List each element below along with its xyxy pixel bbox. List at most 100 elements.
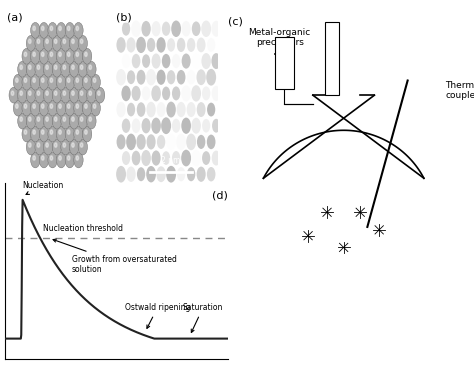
Circle shape [55, 65, 57, 70]
Circle shape [201, 53, 211, 69]
Circle shape [122, 119, 130, 133]
Circle shape [117, 102, 126, 117]
Circle shape [59, 26, 61, 31]
Circle shape [93, 78, 96, 82]
Circle shape [151, 117, 161, 134]
Circle shape [211, 53, 221, 69]
Circle shape [80, 143, 83, 147]
Circle shape [31, 74, 40, 90]
Circle shape [116, 166, 126, 183]
Circle shape [11, 91, 14, 96]
Circle shape [63, 143, 66, 147]
Circle shape [16, 78, 18, 82]
Circle shape [65, 74, 74, 90]
Text: Nucleation threshold: Nucleation threshold [43, 224, 123, 233]
Circle shape [156, 166, 166, 182]
Circle shape [212, 150, 220, 165]
Circle shape [176, 102, 186, 117]
Circle shape [78, 87, 88, 103]
Circle shape [80, 91, 83, 96]
Circle shape [156, 102, 165, 117]
Circle shape [72, 143, 74, 147]
Circle shape [55, 117, 57, 121]
Y-axis label: Concentration of monomers: Concentration of monomers [0, 212, 2, 330]
Circle shape [126, 134, 136, 150]
Circle shape [89, 91, 91, 96]
Circle shape [48, 100, 57, 116]
Circle shape [22, 74, 31, 90]
Circle shape [85, 130, 87, 134]
Circle shape [35, 61, 44, 77]
Circle shape [91, 74, 100, 90]
Circle shape [191, 150, 201, 166]
Circle shape [67, 52, 70, 56]
Circle shape [44, 139, 53, 155]
Circle shape [70, 61, 79, 77]
Circle shape [33, 156, 36, 160]
Circle shape [87, 113, 96, 129]
Circle shape [41, 78, 44, 82]
Circle shape [46, 91, 48, 96]
Circle shape [41, 26, 44, 31]
Circle shape [147, 38, 155, 52]
Circle shape [157, 135, 165, 149]
Circle shape [31, 100, 40, 116]
Circle shape [26, 87, 36, 103]
Circle shape [48, 48, 57, 64]
Circle shape [41, 52, 44, 56]
Circle shape [50, 26, 53, 31]
Circle shape [196, 69, 206, 85]
Circle shape [98, 91, 100, 96]
Text: Thermo-
couple: Thermo- couple [446, 81, 474, 100]
Circle shape [177, 38, 185, 52]
Circle shape [132, 151, 140, 165]
Circle shape [76, 130, 79, 134]
Circle shape [152, 53, 161, 69]
Circle shape [131, 20, 141, 37]
Circle shape [22, 48, 31, 64]
Circle shape [76, 104, 79, 108]
Circle shape [56, 48, 66, 64]
Circle shape [39, 48, 49, 64]
Circle shape [191, 85, 201, 102]
Circle shape [67, 26, 70, 31]
Circle shape [56, 22, 66, 38]
Circle shape [87, 87, 96, 103]
Circle shape [63, 117, 66, 121]
Circle shape [59, 130, 61, 134]
Circle shape [177, 167, 185, 181]
Circle shape [44, 87, 53, 103]
Circle shape [50, 104, 53, 108]
Text: Growth from oversaturated
solution: Growth from oversaturated solution [53, 239, 176, 274]
Circle shape [191, 118, 201, 134]
Circle shape [89, 65, 91, 70]
Circle shape [50, 130, 53, 134]
Circle shape [52, 87, 62, 103]
Circle shape [63, 65, 66, 70]
Circle shape [82, 126, 92, 142]
Circle shape [137, 134, 146, 150]
Circle shape [74, 48, 83, 64]
Circle shape [72, 65, 74, 70]
Circle shape [207, 102, 215, 116]
Circle shape [85, 104, 87, 108]
Circle shape [44, 113, 53, 129]
Circle shape [206, 69, 216, 86]
Circle shape [39, 74, 49, 90]
Circle shape [26, 113, 36, 129]
Circle shape [56, 100, 66, 116]
Circle shape [50, 52, 53, 56]
Circle shape [35, 139, 44, 155]
Circle shape [37, 91, 40, 96]
Circle shape [127, 167, 136, 182]
Circle shape [132, 54, 140, 68]
Circle shape [166, 166, 176, 183]
Circle shape [76, 156, 79, 160]
Circle shape [41, 130, 44, 134]
Circle shape [156, 70, 165, 85]
Circle shape [211, 86, 221, 101]
Circle shape [171, 20, 181, 37]
Circle shape [67, 156, 70, 160]
Circle shape [39, 126, 49, 142]
Circle shape [162, 54, 170, 68]
